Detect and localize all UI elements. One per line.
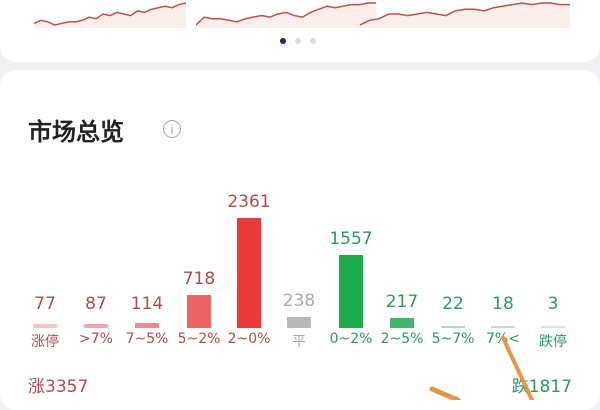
index-sparkline (34, 2, 186, 28)
bar-value: 718 (182, 268, 216, 289)
bar-value: 1557 (329, 229, 373, 250)
bar-value: 22 (442, 294, 464, 314)
category-label: 5~2% (177, 331, 221, 347)
bar-value: 77 (34, 294, 56, 314)
bar-value: 2361 (227, 192, 271, 212)
category-label: 0~2% (329, 331, 373, 347)
bar (33, 324, 57, 328)
bar-column: 718 5~2% (174, 70, 224, 410)
index-sparkline (196, 2, 376, 28)
bar (390, 317, 414, 328)
bar-column: 238 平 (274, 70, 324, 410)
bar-value: 18 (492, 294, 514, 314)
sparkline-line (196, 2, 376, 26)
bar (441, 326, 465, 328)
bar (541, 326, 565, 328)
bar-column: 22 5~7% (428, 70, 478, 410)
pagination-dot[interactable] (295, 38, 301, 44)
category-label: 5~7% (431, 331, 475, 347)
category-label: 2~5% (380, 331, 424, 347)
market-overview-card: 市场总览 i 77 涨停 87 >7% 114 7~5% 718 5~2% 2361 2~0% 23… (0, 70, 600, 410)
carousel-pagination[interactable] (280, 38, 316, 44)
bar (491, 326, 515, 328)
sparkline-line (34, 2, 186, 26)
bar-column: 2361 2~0% (224, 70, 274, 410)
bar-column: 3 跌停 (528, 70, 578, 410)
pagination-dot[interactable] (310, 38, 316, 44)
bar-column: 114 7~5% (122, 70, 172, 410)
bar-column: 77 涨停 (20, 70, 70, 410)
bar-value: 217 (385, 291, 419, 312)
section-title: 市场总览 (28, 118, 124, 146)
pagination-dot[interactable] (280, 38, 286, 44)
bar (287, 316, 311, 328)
category-label: 2~0% (227, 331, 271, 347)
info-icon[interactable]: i (163, 120, 181, 138)
category-label: 7~5% (125, 331, 169, 347)
bar (339, 255, 363, 328)
category-label: 涨停 (31, 334, 59, 350)
bar-value: 238 (282, 290, 316, 311)
category-label: >7% (79, 331, 113, 347)
index-carousel[interactable] (0, 0, 600, 62)
sparkline-area (34, 3, 186, 28)
bar-value: 87 (85, 294, 107, 314)
bar-column: 18 7%< (478, 70, 528, 410)
sparkline-area (360, 3, 570, 28)
index-sparkline (360, 2, 570, 28)
bar-value: 3 (547, 294, 559, 314)
bar-column: 87 >7% (71, 70, 121, 410)
down-total: 跌1817 (511, 377, 572, 397)
up-total: 涨3357 (28, 377, 89, 397)
category-label: 平 (292, 334, 306, 350)
bar-column: 217 2~5% (377, 70, 427, 410)
bar-value: 114 (130, 294, 164, 314)
bar (84, 323, 108, 328)
sparkline-area (196, 3, 376, 28)
bar (135, 322, 159, 328)
bar (237, 218, 261, 328)
bar-column: 1557 0~2% (326, 70, 376, 410)
category-label: 跌停 (539, 334, 567, 350)
bar (187, 294, 211, 328)
sparkline-line (360, 2, 570, 26)
